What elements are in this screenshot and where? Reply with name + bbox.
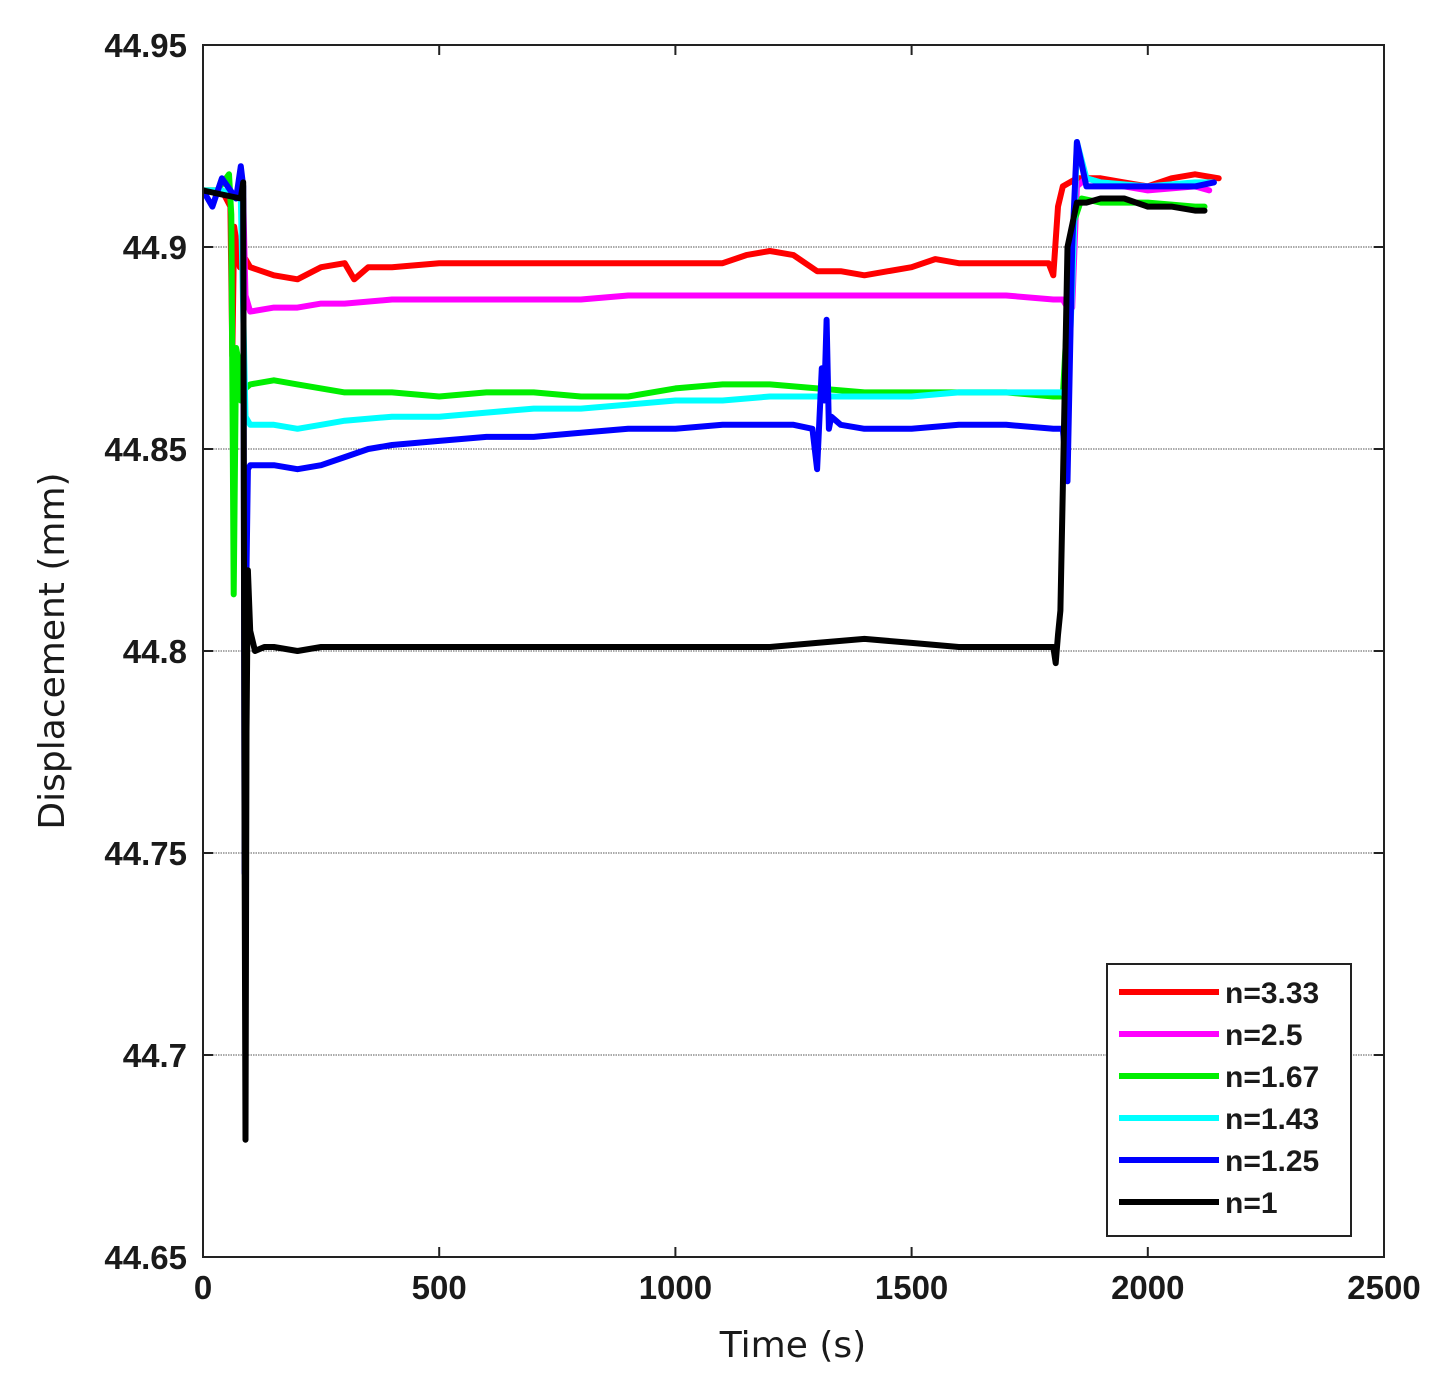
series-line-n-1: [203, 179, 1208, 1143]
axis-ticks: 44.65 44.7 44.75 44.8 44.85 44.9 44.95 0 500 1000…: [104, 27, 1420, 1306]
legend-label: n=1.25: [1225, 1145, 1319, 1178]
legend-box: [1106, 963, 1352, 1237]
x-tick-label: 2500: [1347, 1269, 1420, 1306]
x-tick-label: 1500: [875, 1269, 948, 1306]
x-tick-label: 1000: [639, 1269, 712, 1306]
x-tick-label: 0: [194, 1269, 212, 1306]
y-tick-label: 44.75: [104, 835, 187, 872]
legend-label: n=1: [1225, 1187, 1278, 1220]
y-tick-label: 44.65: [104, 1239, 187, 1276]
y-tick-label: 44.8: [123, 633, 187, 670]
legend-label: n=2.5: [1225, 1019, 1303, 1052]
y-axis-title: Displacement (mm): [32, 472, 73, 829]
y-tick-label: 44.9: [123, 229, 187, 266]
series-lines: [203, 139, 1222, 1143]
y-tick-label: 44.7: [123, 1037, 187, 1074]
gridlines: [203, 246, 1384, 1056]
y-tick-label: 44.85: [104, 431, 187, 468]
y-tick-label: 44.95: [104, 27, 187, 64]
x-axis-title: Time (s): [719, 1325, 866, 1366]
legend: n=3.33 n=2.5 n=1.67 n=1.43 n=1.25 n=1: [1106, 963, 1352, 1237]
x-tick-label: 2000: [1111, 1269, 1184, 1306]
legend-label: n=1.67: [1225, 1061, 1319, 1094]
legend-label: n=1.43: [1225, 1103, 1319, 1136]
legend-label: n=3.33: [1225, 977, 1319, 1010]
x-tick-label: 500: [412, 1269, 467, 1306]
series-line-n-3-33: [203, 171, 1222, 360]
